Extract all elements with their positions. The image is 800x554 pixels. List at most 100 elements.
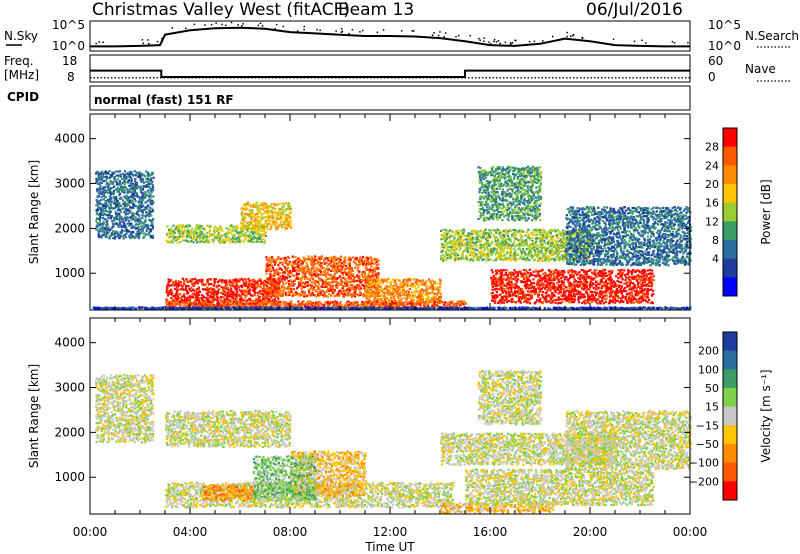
range-gate-cell	[223, 285, 226, 289]
range-gate-cell	[639, 287, 642, 290]
range-gate-cell	[383, 295, 386, 298]
range-gate-cell	[615, 289, 618, 292]
range-gate-cell	[327, 257, 330, 260]
range-gate-cell	[305, 294, 309, 298]
range-gate-cell	[179, 281, 183, 284]
range-gate-cell	[103, 231, 106, 234]
range-gate-cell	[564, 233, 567, 236]
range-gate-cell	[540, 239, 543, 242]
range-gate-cell	[267, 299, 270, 302]
range-gate-cell	[546, 242, 550, 245]
range-gate-cell	[324, 257, 327, 260]
range-gate-cell	[477, 259, 481, 262]
range-gate-cell	[97, 205, 100, 208]
range-gate-cell	[270, 256, 274, 259]
range-gate-cell	[244, 284, 247, 288]
range-gate-cell	[581, 302, 584, 305]
range-gate-cell	[343, 292, 346, 295]
range-gate-cell	[173, 304, 176, 307]
range-gate-cell	[533, 302, 536, 305]
range-gate-cell	[316, 304, 319, 307]
range-gate-cell	[194, 296, 197, 299]
noise-search-dot	[319, 29, 321, 32]
range-gate-cell	[404, 278, 407, 281]
range-gate-cell	[459, 246, 462, 249]
noise-search-dot	[552, 35, 554, 38]
range-gate-cell	[472, 257, 475, 260]
range-gate-cell	[651, 302, 654, 305]
range-gate-cell	[627, 295, 631, 298]
range-gate-cell	[468, 247, 471, 250]
range-gate-cell	[431, 304, 434, 307]
range-gate-cell	[302, 290, 305, 293]
range-gate-cell	[329, 274, 332, 277]
range-gate-cell	[486, 242, 490, 245]
range-gate-cell	[411, 300, 414, 303]
range-gate-cell	[268, 293, 271, 296]
noise-search-dot	[348, 33, 350, 35]
range-gate-cell	[267, 293, 270, 296]
range-gate-cell	[558, 301, 561, 304]
range-gate-cell	[526, 290, 529, 293]
range-gate-cell	[278, 276, 281, 279]
range-gate-cell	[455, 231, 458, 234]
noise-search-dot	[612, 38, 615, 40]
range-gate-cell	[333, 289, 336, 292]
range-gate-cell	[409, 279, 412, 282]
range-gate-cell	[466, 258, 469, 261]
range-gate-cell	[593, 295, 596, 298]
range-gate-cell	[562, 234, 565, 237]
range-gate-cell	[208, 278, 211, 281]
range-gate-cell	[611, 269, 614, 272]
range-gate-cell	[181, 287, 184, 290]
range-gate-cell	[455, 302, 458, 305]
range-gate-cell	[522, 230, 525, 233]
range-gate-cell	[175, 303, 178, 306]
range-gate-cell	[647, 269, 650, 272]
range-gate-cell	[217, 300, 220, 303]
range-gate-cell	[184, 302, 187, 305]
range-gate-cell	[522, 300, 526, 303]
range-gate-cell	[237, 285, 240, 288]
range-gate-cell	[618, 273, 622, 276]
range-gate-cell	[381, 278, 384, 281]
range-gate-cell	[515, 271, 518, 274]
range-gate-cell	[374, 266, 377, 270]
noise-search-dot	[340, 28, 343, 30]
range-gate-cell	[370, 289, 373, 292]
range-gate-cell	[530, 296, 533, 299]
range-gate-cell	[328, 273, 331, 276]
range-gate-cell	[537, 295, 540, 298]
range-gate-cell	[217, 304, 220, 307]
range-gate-cell	[596, 281, 599, 284]
range-gate-cell	[427, 287, 431, 290]
range-gate-cell	[519, 272, 522, 275]
range-gate-cell	[550, 250, 553, 253]
range-gate-cell	[386, 281, 389, 284]
range-gate-cell	[221, 289, 225, 292]
range-gate-cell	[538, 284, 542, 287]
range-gate-cell	[549, 252, 552, 255]
range-gate-cell	[528, 238, 531, 241]
range-gate-cell	[219, 291, 222, 294]
range-gate-cell	[381, 302, 384, 305]
range-gate-cell	[104, 191, 107, 194]
range-gate-cell	[365, 302, 368, 305]
range-gate-cell	[635, 275, 638, 278]
range-gate-cell	[598, 270, 601, 273]
range-gate-cell	[640, 278, 643, 281]
range-gate-cell	[558, 285, 561, 289]
range-gate-cell	[283, 286, 286, 289]
range-gate-cell	[198, 279, 202, 282]
range-gate-cell	[99, 212, 102, 215]
range-gate-cell	[635, 294, 638, 297]
range-gate-cell	[558, 270, 561, 273]
range-gate-cell	[190, 286, 193, 289]
range-gate-cell	[333, 290, 336, 293]
range-gate-cell	[316, 261, 319, 264]
range-gate-cell	[191, 278, 194, 281]
range-gate-cell	[269, 292, 273, 296]
range-gate-cell	[376, 278, 379, 281]
range-gate-cell	[289, 269, 292, 272]
range-gate-cell	[578, 280, 581, 283]
